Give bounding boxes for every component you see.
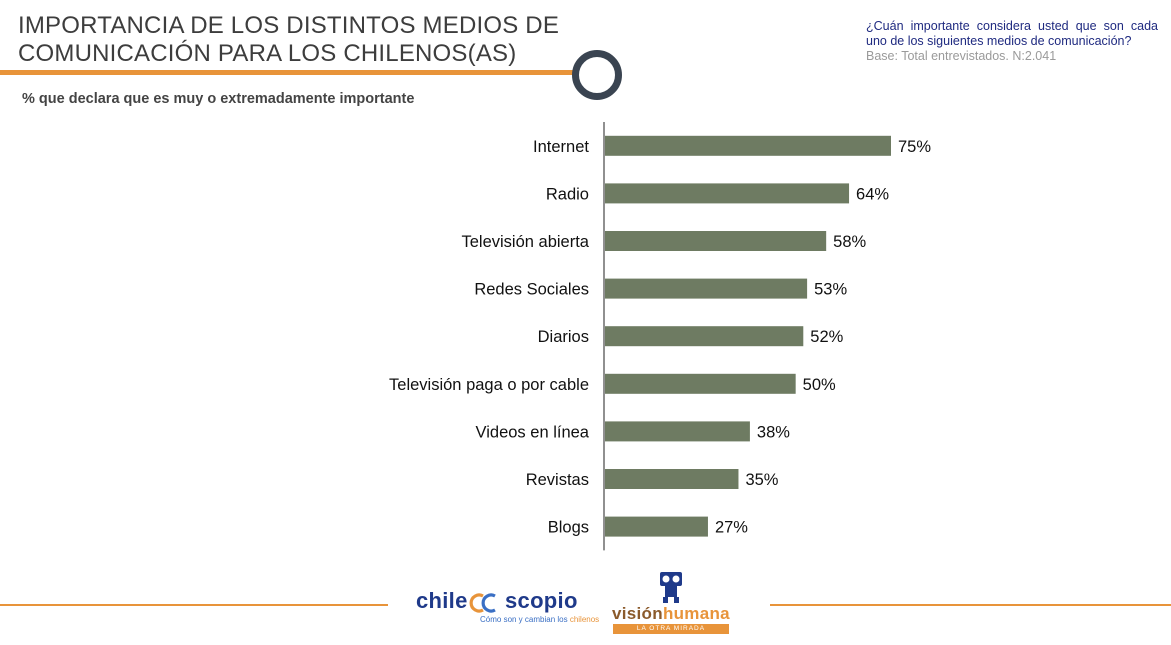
chile-logo-right: scopio	[505, 588, 578, 613]
category-label: Televisión abierta	[462, 233, 590, 251]
chile-logo-left: chile	[416, 588, 468, 613]
value-label: 38%	[757, 423, 790, 441]
bar	[605, 183, 850, 204]
vision-humana-wordmark: visiónhumana	[612, 604, 730, 623]
vision-humana-figure-icon	[660, 572, 682, 603]
page-title: IMPORTANCIA DE LOS DISTINTOS MEDIOS DE C…	[18, 12, 590, 68]
bar	[605, 516, 708, 537]
chileoscopio-logo: chile scopio Cómo son y cambian los chil…	[414, 588, 599, 628]
value-label: 27%	[715, 519, 748, 537]
title-line-2: COMUNICACIÓN PARA LOS CHILENOS(AS)	[18, 40, 517, 67]
category-label: Blogs	[548, 519, 589, 537]
bar	[605, 326, 804, 347]
bar	[605, 231, 827, 251]
title-underline	[0, 70, 590, 75]
bar	[605, 278, 808, 299]
category-label: Revistas	[526, 471, 589, 489]
value-label: 58%	[833, 233, 866, 251]
category-label: Radio	[546, 185, 589, 203]
vision-humana-tagline: LA OTRA MIRADA	[613, 624, 729, 634]
sample-base: Base: Total entrevistados. N:2.041	[866, 49, 1057, 63]
bar	[605, 469, 739, 489]
value-label: 75%	[898, 138, 931, 156]
footer-line-right	[770, 604, 1171, 606]
value-label: 35%	[745, 471, 778, 489]
value-label: 50%	[803, 376, 836, 394]
value-label: 53%	[814, 281, 847, 299]
survey-question: ¿Cuán importante considera usted que son…	[866, 19, 1158, 48]
ring-icon	[572, 50, 622, 100]
chile-tagline: Cómo son y cambian los chilenos	[480, 615, 600, 624]
bar	[605, 421, 750, 442]
vision-humana-logo: visiónhumana LA OTRA MIRADA	[610, 568, 732, 636]
category-label: Videos en línea	[476, 423, 590, 441]
category-label: Diarios	[538, 328, 589, 346]
category-label: Redes Sociales	[474, 281, 589, 299]
title-line-1: IMPORTANCIA DE LOS DISTINTOS MEDIOS DE	[18, 12, 560, 39]
double-circle-icon	[469, 593, 496, 613]
value-label: 52%	[810, 328, 843, 346]
bar	[605, 135, 891, 156]
bar	[605, 373, 796, 394]
chart-subtitle: % que declara que es muy o extremadament…	[22, 91, 415, 107]
category-label: Televisión paga o por cable	[389, 376, 589, 394]
footer-line-left	[0, 604, 388, 606]
value-label: 64%	[856, 185, 889, 203]
category-label: Internet	[533, 138, 589, 156]
